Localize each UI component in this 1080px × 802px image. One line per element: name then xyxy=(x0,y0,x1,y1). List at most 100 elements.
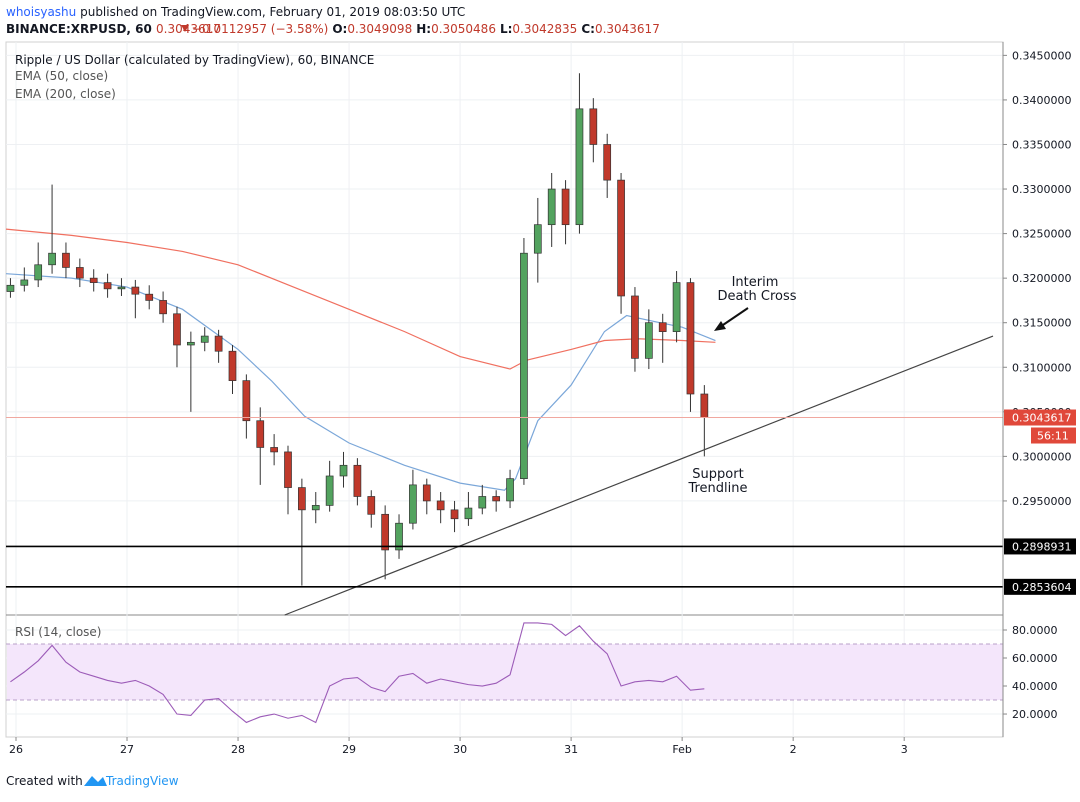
logo xyxy=(84,776,107,786)
y-tick-label: 20.0000 xyxy=(1012,708,1058,721)
symbol-line: BINANCE:XRPUSD, 60 0.3043617 xyxy=(6,22,221,36)
candle-body xyxy=(145,293,154,301)
candle-body xyxy=(284,451,292,488)
symbol: BINANCE:XRPUSD, 60 xyxy=(6,22,152,36)
quote: −0.0112957 (−3.58%) O:0.3049098 H:0.305048… xyxy=(192,22,660,36)
candle-body xyxy=(520,252,528,480)
y-tick-label: 0.3300000 xyxy=(1012,183,1072,196)
candle-body xyxy=(242,380,251,422)
countdown: 56:11 xyxy=(1037,430,1069,443)
candle-body xyxy=(686,282,695,395)
change: −0.0112957 (−3.58%) xyxy=(192,22,328,36)
candle-body xyxy=(75,267,84,279)
y-tick-label: 60.0000 xyxy=(1012,652,1058,665)
candle-body xyxy=(228,350,237,381)
annotation: Trendline xyxy=(687,481,747,496)
ema-line xyxy=(5,273,716,491)
countdown-box xyxy=(1031,427,1076,444)
footer-brand: TradingView xyxy=(105,774,179,788)
candle-body xyxy=(506,478,514,502)
candle-body xyxy=(311,505,320,511)
candle-body xyxy=(617,179,625,297)
candle-body xyxy=(603,144,612,181)
candle-body xyxy=(353,464,362,497)
candle-body xyxy=(422,484,431,502)
x-tick-label: 30 xyxy=(453,743,467,756)
candle-body xyxy=(575,108,584,226)
candle-body xyxy=(672,282,681,332)
candle-body xyxy=(34,264,43,281)
candle-body xyxy=(478,496,487,509)
candle-body xyxy=(173,313,181,346)
candle-body xyxy=(6,284,15,292)
candle-body xyxy=(367,496,376,515)
candle-body xyxy=(561,188,570,226)
author: whoisyashu xyxy=(6,5,76,19)
candle-body xyxy=(492,496,501,502)
y-tick-label: 80.0000 xyxy=(1012,624,1058,637)
x-tick-label: 29 xyxy=(342,743,356,756)
header-quote: −0.0112957 (−3.58%) O:0.3049098 H:0.305048… xyxy=(181,22,660,36)
trendline xyxy=(284,335,994,616)
x-tick-label: 3 xyxy=(901,743,908,756)
candle-body xyxy=(48,252,56,266)
candle-body xyxy=(117,286,126,290)
level-label-box xyxy=(1004,538,1076,555)
rsi-pane xyxy=(6,622,1003,724)
candle-body xyxy=(62,252,70,268)
candle-body xyxy=(20,279,29,286)
ohlc-value: 0.3042835 xyxy=(512,22,577,36)
candle-body xyxy=(187,341,195,346)
rsi-line xyxy=(10,622,705,724)
candle-body xyxy=(631,295,639,359)
candle-body xyxy=(658,322,667,332)
ohlc-key: H: xyxy=(416,22,431,36)
annotation: Support xyxy=(692,467,743,482)
candle-body xyxy=(450,509,459,520)
candle-body xyxy=(409,484,417,524)
price: 0.3043617 xyxy=(156,22,221,36)
header-line: whoisyashu published on TradingView.com,… xyxy=(6,5,465,19)
y-tick-label: 0.3450000 xyxy=(1012,49,1072,62)
candle-body xyxy=(200,335,209,343)
candle-body xyxy=(298,487,306,511)
plot-frame xyxy=(5,41,1004,738)
x-tick-label: 28 xyxy=(231,743,245,756)
axes: 0.29500000.30000000.30500000.31000000.31… xyxy=(9,42,1076,756)
ohlc-value: 0.3043617 xyxy=(595,22,660,36)
y-tick-label: 0.3250000 xyxy=(1012,228,1072,241)
grid xyxy=(6,42,1003,737)
ohlc-key: O: xyxy=(332,22,347,36)
main-pane xyxy=(5,73,1003,616)
annotation: Death Cross xyxy=(717,289,796,304)
candle-body xyxy=(464,507,473,520)
candle-body xyxy=(270,447,278,453)
x-tick-label: 27 xyxy=(120,743,134,756)
candle-body xyxy=(339,464,348,477)
chart-title: Ripple / US Dollar (calculated by Tradin… xyxy=(15,53,374,67)
y-tick-label: 0.2950000 xyxy=(1012,495,1072,508)
down-triangle xyxy=(181,25,189,32)
level-label-box xyxy=(1004,578,1076,595)
rsi-title: RSI (14, close) xyxy=(15,625,101,639)
ema-line xyxy=(5,228,716,370)
legend-entry: EMA (200, close) xyxy=(15,87,116,101)
legend-entry: EMA (50, close) xyxy=(15,69,108,83)
level-label: 0.2853604 xyxy=(1012,581,1072,594)
candle-body xyxy=(589,108,598,145)
annotation-arrow xyxy=(719,307,749,328)
y-tick-label: 0.3150000 xyxy=(1012,317,1072,330)
arrow-head xyxy=(714,321,726,331)
candle-body xyxy=(325,475,334,506)
candle-body xyxy=(644,322,653,359)
ohlc-value: 0.3049098 xyxy=(347,22,412,36)
x-tick-label: 26 xyxy=(9,743,23,756)
ohlc-value: 0.3050486 xyxy=(431,22,496,36)
y-tick-label: 0.3200000 xyxy=(1012,272,1072,285)
y-tick-label: 0.3000000 xyxy=(1012,450,1072,463)
candle-body xyxy=(89,277,98,283)
x-tick-label: 31 xyxy=(564,743,578,756)
y-tick-label: 0.3100000 xyxy=(1012,361,1072,374)
